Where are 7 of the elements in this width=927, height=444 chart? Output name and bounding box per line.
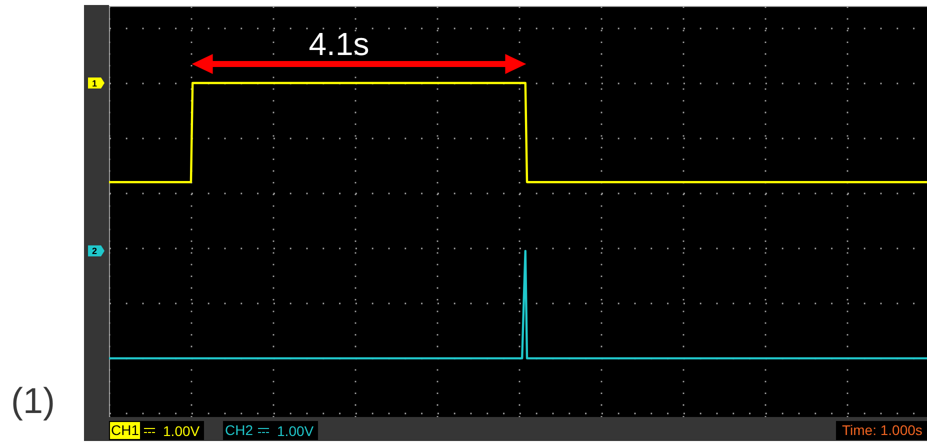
text: (1) [11,380,55,421]
legend-label: CH2 [224,422,254,438]
text: 4.1s [308,26,370,62]
text: 1.00V [163,422,200,438]
text: 1.00V [277,422,314,438]
text: 1 [92,78,98,88]
text: 2 [92,246,98,256]
